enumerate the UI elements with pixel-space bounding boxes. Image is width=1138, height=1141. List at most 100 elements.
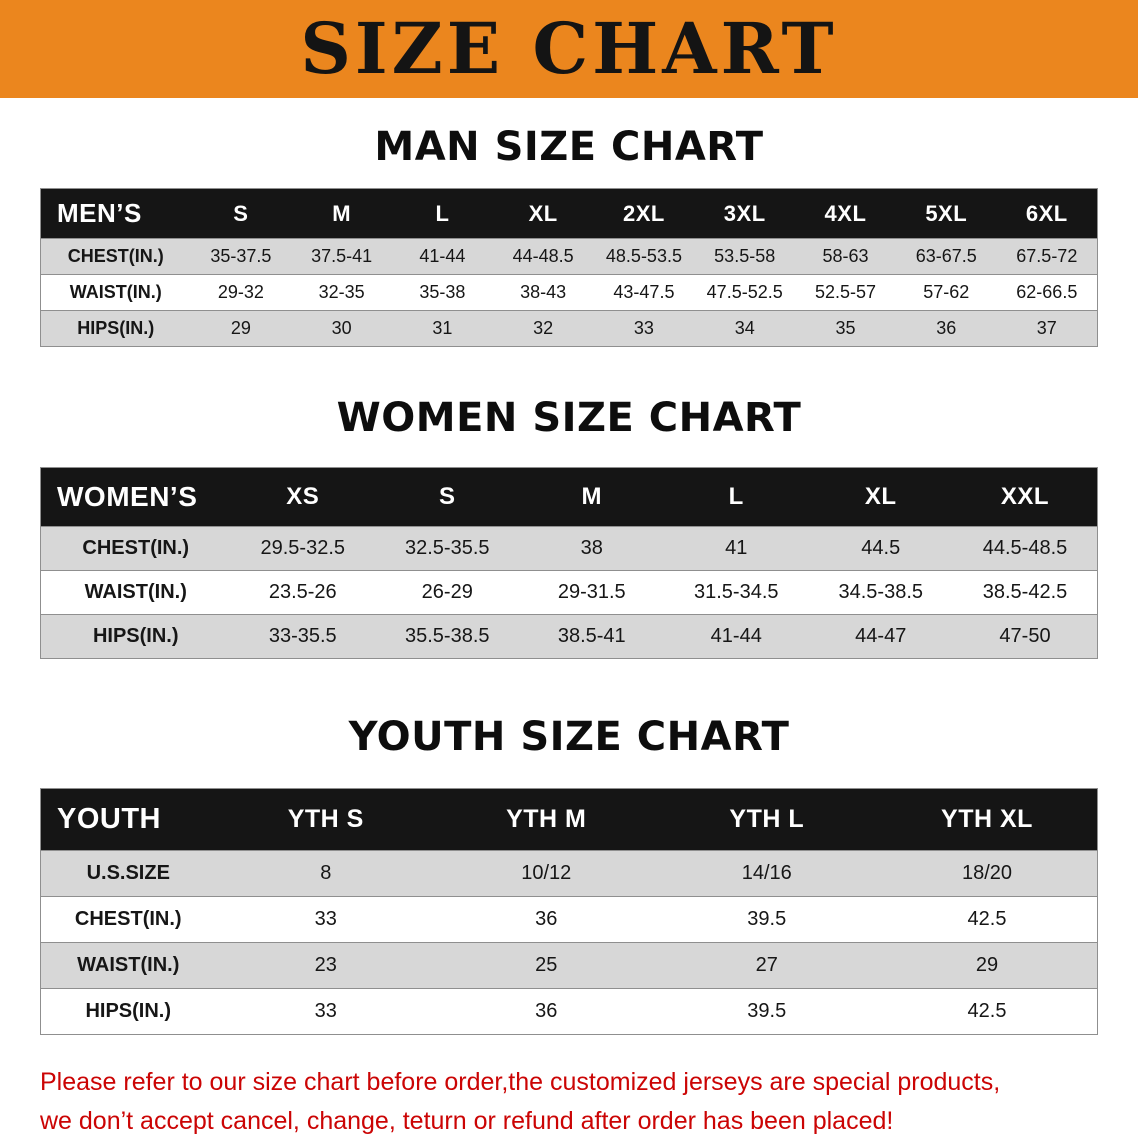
size-value: 33-35.5 (230, 614, 375, 659)
size-value: 25 (436, 942, 657, 989)
table-corner-label: YOUTH (40, 788, 216, 851)
size-column-header: L (664, 467, 809, 527)
size-value: 36 (895, 310, 997, 347)
size-value: 38-43 (492, 274, 594, 311)
size-value: 32.5-35.5 (375, 526, 520, 571)
size-value: 29.5-32.5 (230, 526, 375, 571)
men-size-table: MEN’S S M L XL 2XL 3XL 4XL 5XL 6XL CHEST(IN.) 35-37… (40, 188, 1098, 347)
size-value: 63-67.5 (895, 238, 997, 275)
size-value: 41-44 (392, 238, 493, 275)
size-column-header: M (291, 188, 393, 239)
size-column-header: YTH L (656, 788, 877, 851)
size-column-header: YTH M (436, 788, 657, 851)
size-value: 38 (519, 526, 664, 571)
size-value: 36 (436, 988, 657, 1035)
size-column-header: XXL (953, 467, 1098, 527)
size-value: 37.5-41 (291, 238, 393, 275)
size-column-header: S (190, 188, 292, 239)
size-value: 39.5 (656, 896, 877, 943)
size-column-header: XL (492, 188, 594, 239)
page-title: SIZE CHART (300, 7, 838, 90)
title-banner: SIZE CHART (0, 0, 1138, 98)
size-value: 29 (877, 942, 1098, 989)
size-value: 10/12 (436, 850, 657, 897)
size-value: 33 (215, 988, 436, 1035)
size-value: 53.5-58 (694, 238, 796, 275)
size-value: 18/20 (877, 850, 1098, 897)
disclaimer-line-2: we don’t accept cancel, change, teturn o… (40, 1106, 894, 1135)
measurement-label: HIPS(IN.) (40, 310, 191, 347)
disclaimer-line-1: Please refer to our size chart before or… (40, 1068, 1001, 1096)
size-value: 29 (190, 310, 292, 347)
size-column-header: 6XL (996, 188, 1098, 239)
size-value: 47-50 (953, 614, 1098, 659)
measurement-row: CHEST(IN.) 29.5-32.5 32.5-35.5 38 41 44.5 44.5… (40, 526, 1098, 571)
women-section-heading: WOMEN SIZE CHART (336, 395, 802, 441)
size-column-header: YTH XL (877, 788, 1098, 851)
measurement-row: HIPS(IN.) 33 36 39.5 42.5 (40, 988, 1098, 1035)
size-value: 57-62 (895, 274, 997, 311)
size-value: 41-44 (664, 614, 809, 659)
measurement-label: WAIST(IN.) (40, 942, 216, 989)
table-header-row: MEN’S S M L XL 2XL 3XL 4XL 5XL 6XL (40, 188, 1098, 239)
measurement-label: U.S.SIZE (40, 850, 216, 897)
youth-size-section: YOUTH SIZE CHART YOUTH YTH S YTH M YTH L YTH… (0, 714, 1138, 1035)
size-value: 38.5-42.5 (953, 570, 1098, 615)
size-value: 47.5-52.5 (694, 274, 796, 311)
size-value: 29-31.5 (519, 570, 664, 615)
size-column-header: 4XL (795, 188, 896, 239)
size-value: 14/16 (656, 850, 877, 897)
table-header-row: WOMEN’S XS S M L XL XXL (40, 467, 1098, 527)
size-column-header: XS (230, 467, 375, 527)
women-size-section: WOMEN SIZE CHART WOMEN’S XS S M L XL XXL CHEST(… (0, 395, 1138, 659)
size-column-header: YTH S (215, 788, 436, 851)
size-value: 35-38 (392, 274, 493, 311)
measurement-label: WAIST(IN.) (40, 274, 191, 311)
measurement-row: HIPS(IN.) 33-35.5 35.5-38.5 38.5-41 41-44 44-… (40, 614, 1098, 659)
size-value: 37 (996, 310, 1098, 347)
size-value: 29-32 (190, 274, 292, 311)
size-value: 44.5-48.5 (953, 526, 1098, 571)
size-value: 42.5 (877, 988, 1098, 1035)
size-value: 31 (392, 310, 493, 347)
measurement-row: U.S.SIZE 8 10/12 14/16 18/20 (40, 850, 1098, 897)
size-value: 35 (795, 310, 896, 347)
size-value: 33 (215, 896, 436, 943)
size-value: 8 (215, 850, 436, 897)
size-value: 36 (436, 896, 657, 943)
measurement-label: WAIST(IN.) (40, 570, 231, 615)
size-value: 38.5-41 (519, 614, 664, 659)
size-column-header: 2XL (593, 188, 695, 239)
size-column-header: XL (808, 467, 953, 527)
youth-section-heading: YOUTH SIZE CHART (348, 714, 790, 760)
size-column-header: M (519, 467, 664, 527)
size-value: 58-63 (795, 238, 896, 275)
size-value: 30 (291, 310, 393, 347)
size-value: 35.5-38.5 (375, 614, 520, 659)
measurement-row: WAIST(IN.) 23.5-26 26-29 29-31.5 31.5-34.5 34… (40, 570, 1098, 615)
measurement-label: HIPS(IN.) (40, 988, 216, 1035)
measurement-row: HIPS(IN.) 29 30 31 32 33 34 35 36 37 (40, 310, 1098, 347)
men-size-section: MAN SIZE CHART MEN’S S M L XL 2XL 3XL 4XL 5XL 6XL… (0, 124, 1138, 347)
youth-size-table: YOUTH YTH S YTH M YTH L YTH XL U.S.SIZE 8 10/12… (40, 788, 1098, 1035)
women-size-table: WOMEN’S XS S M L XL XXL CHEST(IN.) 29.5-32.5 32.5… (40, 467, 1098, 659)
size-value: 27 (656, 942, 877, 989)
size-value: 23 (215, 942, 436, 989)
size-value: 52.5-57 (795, 274, 896, 311)
size-value: 62-66.5 (996, 274, 1098, 311)
measurement-row: WAIST(IN.) 23 25 27 29 (40, 942, 1098, 989)
size-value: 42.5 (877, 896, 1098, 943)
table-header-row: YOUTH YTH S YTH M YTH L YTH XL (40, 788, 1098, 851)
size-value: 34 (694, 310, 796, 347)
measurement-row: CHEST(IN.) 35-37.5 37.5-41 41-44 44-48.5 48.5… (40, 238, 1098, 275)
size-column-header: 5XL (895, 188, 997, 239)
size-value: 41 (664, 526, 809, 571)
size-value: 34.5-38.5 (808, 570, 953, 615)
size-value: 67.5-72 (996, 238, 1098, 275)
size-column-header: S (375, 467, 520, 527)
measurement-label: CHEST(IN.) (40, 526, 231, 571)
size-value: 48.5-53.5 (593, 238, 695, 275)
size-value: 44.5 (808, 526, 953, 571)
men-section-heading: MAN SIZE CHART (374, 124, 764, 170)
